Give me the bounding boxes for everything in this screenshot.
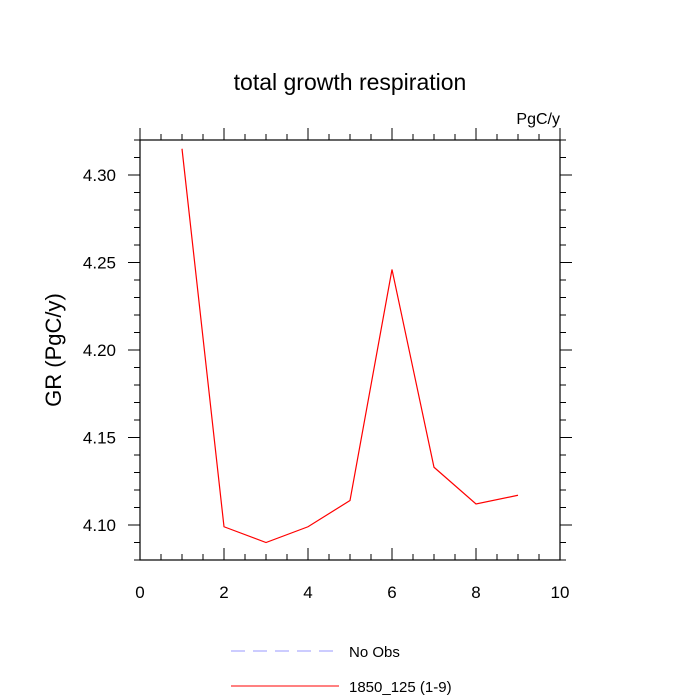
x-tick-label: 0 [135,583,144,602]
units-label: PgC/y [516,111,560,128]
legend-label-no-obs: No Obs [349,644,400,661]
y-tick-label: 4.25 [83,254,116,273]
plot-frame [139,139,561,561]
x-tick-label: 10 [551,583,570,602]
x-tick-label: 8 [471,583,480,602]
chart-title: total growth respiration [234,69,467,95]
series-line [181,148,519,544]
x-tick-label: 2 [219,583,228,602]
axis-ticks: 0 2 4 6 8 10 4.10 4.15 4.20 4.25 4.30 [83,128,572,602]
x-tick-label: 6 [387,583,396,602]
y-tick-label: 4.20 [83,341,116,360]
legend: No Obs 1850_125 (1-9) [231,644,452,696]
y-tick-label: 4.30 [83,166,116,185]
x-tick-label: 4 [303,583,312,602]
legend-label-1850-125: 1850_125 (1-9) [349,679,452,696]
series-layer [181,148,519,544]
y-axis-label: GR (PgC/y) [41,293,66,407]
y-tick-label: 4.15 [83,429,116,448]
y-tick-label: 4.10 [83,516,116,535]
